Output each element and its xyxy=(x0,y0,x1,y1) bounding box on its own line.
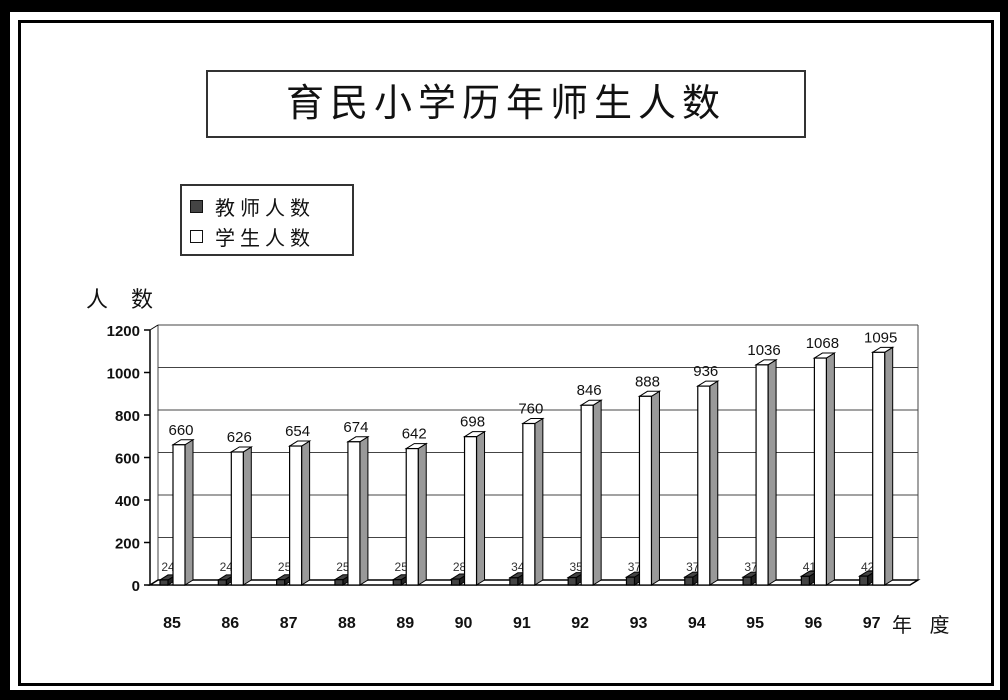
x-tick-label: 89 xyxy=(396,615,414,632)
student-value-label: 674 xyxy=(343,419,368,436)
student-bar xyxy=(347,441,361,586)
teacher-value-label: 25 xyxy=(278,560,292,574)
student-value-label: 698 xyxy=(460,414,485,431)
student-bar xyxy=(580,404,594,586)
legend: 教师人数 学生人数 xyxy=(180,184,354,256)
y-tick-label: 1000 xyxy=(107,366,140,383)
teacher-bar xyxy=(392,579,402,586)
student-bar xyxy=(230,451,244,586)
x-tick-label: 86 xyxy=(221,615,239,632)
x-tick-label: 85 xyxy=(163,615,181,632)
x-tick-label: 91 xyxy=(513,615,531,632)
x-axis-label: 年 度 xyxy=(892,614,956,637)
teacher-bar xyxy=(450,578,461,586)
teacher-value-label: 37 xyxy=(686,560,700,574)
student-bar-side xyxy=(709,380,719,586)
teacher-bar xyxy=(625,576,636,586)
teacher-value-label: 28 xyxy=(453,560,467,574)
student-value-label: 1095 xyxy=(864,329,897,346)
student-bar xyxy=(405,447,419,586)
student-bar-side xyxy=(301,440,311,586)
legend-item-students: 学生人数 xyxy=(190,224,315,250)
x-tick-label: 97 xyxy=(863,615,881,632)
teacher-bar xyxy=(742,576,752,586)
x-tick-label: 94 xyxy=(688,615,706,632)
student-value-label: 660 xyxy=(168,422,193,439)
y-tick-label: 200 xyxy=(115,536,140,553)
x-tick-label: 88 xyxy=(338,615,356,632)
teacher-bar xyxy=(159,579,169,586)
legend-label-teachers: 教师人数 xyxy=(215,195,315,220)
student-bar xyxy=(463,436,478,586)
student-bar-side xyxy=(242,446,252,586)
student-value-label: 626 xyxy=(227,429,252,446)
y-tick-label: 600 xyxy=(115,451,140,468)
student-value-label: 1036 xyxy=(747,342,780,359)
student-bar xyxy=(289,445,303,586)
student-bar-side xyxy=(592,399,602,586)
teacher-value-label: 35 xyxy=(569,560,583,574)
student-bar xyxy=(638,395,653,586)
teacher-bar xyxy=(509,577,519,586)
teacher-bar xyxy=(684,576,694,586)
student-bar-side xyxy=(884,346,894,586)
teacher-value-label: 24 xyxy=(220,560,234,574)
teacher-value-label: 42 xyxy=(861,560,875,574)
teacher-value-label: 24 xyxy=(161,560,175,574)
teacher-bar xyxy=(217,579,227,586)
student-bar xyxy=(755,364,769,586)
y-tick-label: 0 xyxy=(132,578,140,595)
student-value-label: 642 xyxy=(402,426,427,443)
chart-title: 育民小学历年师生人数 xyxy=(206,70,806,138)
teacher-bar xyxy=(334,579,344,586)
student-bar-side xyxy=(534,417,544,586)
x-tick-label: 92 xyxy=(571,615,589,632)
student-value-label: 760 xyxy=(518,401,543,418)
y-tick-label: 400 xyxy=(115,493,140,510)
y-tick-label: 1200 xyxy=(107,323,140,340)
x-tick-label: 87 xyxy=(280,615,298,632)
teacher-bar xyxy=(859,575,869,586)
x-tick-label: 93 xyxy=(630,615,648,632)
y-axis-label: 人 数 xyxy=(86,288,161,313)
student-bar-side xyxy=(476,430,486,586)
teacher-bar xyxy=(567,576,577,586)
student-bar xyxy=(172,444,186,586)
student-bar-side xyxy=(767,358,777,586)
teacher-value-label: 25 xyxy=(395,560,409,574)
teacher-bar xyxy=(276,579,286,586)
student-bar-side xyxy=(825,352,835,586)
teacher-value-label: 37 xyxy=(628,560,642,574)
student-bar-side xyxy=(650,390,660,586)
teacher-value-label: 37 xyxy=(744,560,758,574)
teacher-value-label: 41 xyxy=(803,560,817,574)
student-value-label: 654 xyxy=(285,423,310,440)
x-tick-label: 95 xyxy=(746,615,764,632)
y-tick-label: 800 xyxy=(115,408,140,425)
student-bar-side xyxy=(359,435,369,586)
x-tick-label: 96 xyxy=(804,615,822,632)
y-axis-cap xyxy=(149,324,159,331)
teacher-bar xyxy=(800,575,810,586)
teacher-value-label: 25 xyxy=(336,560,350,574)
student-bar xyxy=(872,351,886,586)
student-value-label: 1068 xyxy=(806,335,839,352)
legend-swatch-teachers xyxy=(190,199,203,213)
x-tick-label: 90 xyxy=(455,615,473,632)
student-bar xyxy=(813,357,827,586)
student-bar xyxy=(697,385,711,586)
legend-label-students: 学生人数 xyxy=(215,225,315,250)
legend-item-teachers: 教师人数 xyxy=(190,194,315,220)
student-value-label: 936 xyxy=(693,363,718,380)
student-value-label: 888 xyxy=(635,373,660,390)
legend-swatch-students xyxy=(190,229,203,243)
teacher-value-label: 34 xyxy=(511,560,525,574)
student-value-label: 846 xyxy=(577,382,602,399)
student-bar-side xyxy=(417,442,427,586)
student-bar xyxy=(522,422,536,586)
student-bar-side xyxy=(184,438,194,586)
